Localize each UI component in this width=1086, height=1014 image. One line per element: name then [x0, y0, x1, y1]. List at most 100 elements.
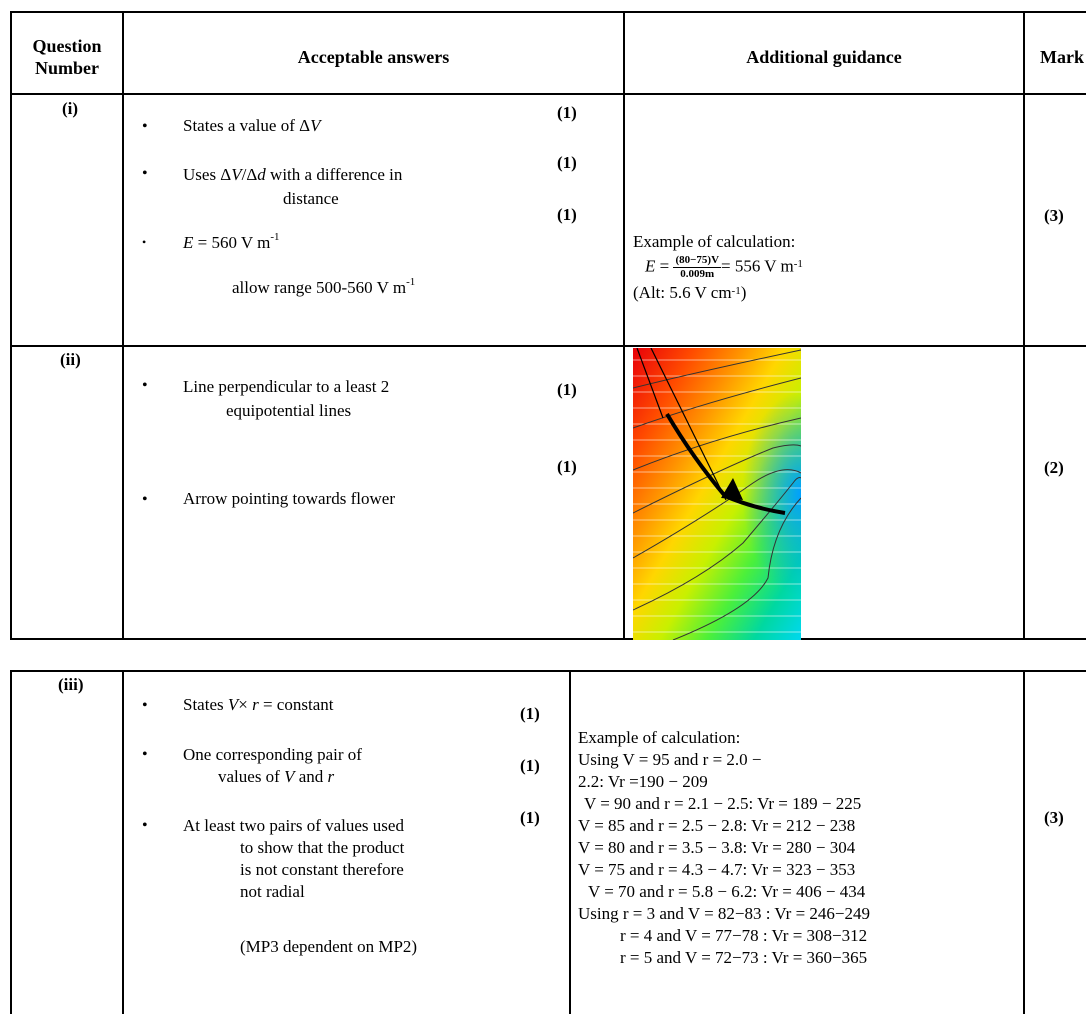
row-iii-guidance-line: Example of calculation: — [578, 728, 741, 747]
row-i-bullet-3: • — [142, 235, 147, 249]
row-ii-bullet-2: • — [142, 491, 148, 508]
row-ii-number: (ii) — [60, 350, 81, 369]
row-iii-bullet-2: • — [142, 746, 148, 763]
row-i-guidance-sup: -1 — [793, 258, 803, 270]
row-iii-guidance-line: Using V = 95 and r = 2.0 − — [578, 750, 762, 769]
row-iii-guidance-line: V = 70 and r = 5.8 − 6.2: Vr = 406 − 434 — [588, 882, 866, 901]
row-ii-mark-2: (1) — [557, 457, 577, 476]
row-iii-answer-2-pre: values of — [218, 767, 285, 786]
row-iii-total-mark: (3) — [1044, 808, 1064, 827]
row-iii-answer-2-mid: and — [294, 767, 328, 786]
table1-col-divider-3 — [1023, 11, 1025, 640]
row-i-answer-2-pre: Uses Δ — [183, 165, 232, 184]
header-question-line2: Number — [35, 58, 99, 78]
row-iii-number: (iii) — [58, 675, 84, 694]
row-iii-answer-1-mid: × — [238, 695, 253, 714]
row-i-answer-2-var2: d — [257, 165, 266, 184]
row-i-allow-range-text: allow range 500-560 V m — [232, 278, 407, 297]
row-i-answer-3: E = 560 V m-1 — [183, 231, 280, 253]
row-iii-guidance: Example of calculation: Using V = 95 and… — [578, 727, 870, 969]
row-i-mark-3: (1) — [557, 205, 577, 224]
row-i-mark-2: (1) — [557, 153, 577, 172]
row-i-answer-1-text: States a value of Δ — [183, 116, 311, 135]
row-i-answer-3-var: E — [183, 233, 194, 252]
row-iii-answer-2-line1: One corresponding pair of — [183, 745, 362, 764]
table1-top-border — [10, 11, 1086, 13]
row-iii-guidance-line: r = 5 and V = 72−73 : Vr = 360−365 — [620, 948, 868, 967]
row-i-guidance-rhs: = 556 V m — [721, 256, 794, 276]
header-additional-guidance: Additional guidance — [746, 47, 902, 67]
row-i-allow-range: allow range 500-560 V m-1 — [232, 276, 416, 298]
row-ii-answer-2: Arrow pointing towards flower — [183, 489, 395, 508]
equipotential-map-image — [633, 348, 801, 640]
row-iii-answer-1-v1: V — [227, 695, 239, 714]
row-iii-guidance-line: V = 75 and r = 4.3 − 4.7: Vr = 323 − 353 — [578, 860, 856, 879]
row-i-total-mark: (3) — [1044, 206, 1064, 225]
row-iii-answer-1-pre: States — [183, 695, 228, 714]
row-i-bullet-2: • — [142, 165, 148, 182]
row-i-allow-range-sup: -1 — [406, 276, 416, 288]
table1-bottom-border — [10, 638, 1086, 640]
row-iii-bullet-1: • — [142, 697, 148, 714]
row-iii-guidance-line: V = 85 and r = 2.5 − 2.8: Vr = 212 − 238 — [578, 816, 856, 835]
row-i-answer-1: States a value of ΔV — [183, 116, 320, 136]
row-ii-answer-1-line1: Line perpendicular to a least 2 — [183, 377, 390, 396]
row-iii-guidance-line: V = 80 and r = 3.5 − 3.8: Vr = 280 − 304 — [578, 838, 856, 857]
row-iii-mark-1: (1) — [520, 704, 540, 723]
row-iii-answer-3-line2: to show that the product — [240, 838, 405, 857]
row-ii-total-mark: (2) — [1044, 458, 1064, 477]
row-iii-answer-2-v2: r — [327, 767, 335, 786]
row-iii-answer-1: States V× r = constant — [183, 695, 333, 715]
header-acceptable-answers: Acceptable answers — [297, 47, 450, 67]
header-question-number: Question Number — [12, 35, 122, 79]
row-i-guidance-alt-post: ) — [740, 283, 747, 302]
table1-left-border — [10, 11, 12, 640]
row-ii-mark-1: (1) — [557, 380, 577, 399]
row-i-answer-3-text: = 560 V m — [193, 233, 271, 252]
row-i-answer-2: Uses ΔV/Δd with a difference in distance — [183, 163, 402, 211]
row-iii-answer-1-post: = constant — [258, 695, 334, 714]
table1-col-divider-2 — [623, 11, 625, 640]
row-i-guidance-alt-sup: -1 — [731, 285, 741, 297]
table2-col-divider-1 — [122, 670, 124, 1014]
row-iii-guidance-line: V = 90 and r = 2.1 − 2.5: Vr = 189 − 225 — [584, 794, 862, 813]
fraction-denominator: 0.009m — [680, 268, 715, 280]
table1-col-divider-1 — [122, 11, 124, 640]
row-i-guidance-alt: (Alt: 5.6 V cm-1) — [633, 281, 803, 305]
header-mark: Mark — [1040, 47, 1084, 67]
row-i-mark-1: (1) — [557, 103, 577, 122]
row-i-answer-2-line2: distance — [283, 189, 339, 208]
table2-col-divider-3 — [1023, 670, 1025, 1014]
row-i-bullet-1: • — [142, 118, 148, 135]
row-iii-answer-3: At least two pairs of values used to sho… — [183, 815, 404, 903]
table1-row-divider — [10, 345, 1086, 347]
row-iii-guidance-line: 2.2: Vr =190 − 209 — [578, 772, 708, 791]
row-iii-guidance-line: Using r = 3 and V = 82−83 : Vr = 246−249 — [578, 904, 871, 923]
row-ii-answer-1: Line perpendicular to a least 2 equipote… — [183, 375, 389, 423]
table1-header-bottom-border — [10, 93, 1086, 95]
row-i-answer-2-post: with a difference in — [265, 165, 403, 184]
row-iii-mark-2: (1) — [520, 756, 540, 775]
row-iii-guidance-line: r = 4 and V = 77−78 : Vr = 308−312 — [620, 926, 868, 945]
row-i-guidance: Example of calculation: E = (80−75)V 0.00… — [633, 230, 803, 305]
row-ii-bullet-1: • — [142, 377, 148, 394]
row-iii-mark-3: (1) — [520, 808, 540, 827]
row-iii-dependency-note: (MP3 dependent on MP2) — [240, 937, 418, 956]
table2-top-border — [10, 670, 1086, 672]
row-iii-answer-2: One corresponding pair of values of V an… — [183, 744, 362, 788]
row-iii-bullet-3: • — [142, 817, 148, 834]
row-i-number: (i) — [62, 99, 79, 118]
row-iii-answer-3-line4: not radial — [240, 882, 305, 901]
row-i-guidance-fraction: (80−75)V 0.009m — [673, 254, 722, 281]
row-i-guidance-equation: E = (80−75)V 0.009m = 556 V m-1 — [633, 254, 803, 281]
row-i-answer-2-mid: /Δ — [241, 165, 258, 184]
table2-left-border — [10, 670, 12, 1014]
row-i-answer-3-sup: -1 — [270, 231, 280, 243]
row-iii-answer-2-v1: V — [284, 767, 295, 786]
row-i-answer-2-var1: V — [231, 165, 242, 184]
row-iii-answer-3-line1: At least two pairs of values used — [183, 816, 404, 835]
row-i-guidance-eq: = — [655, 256, 674, 276]
row-i-answer-1-var: V — [310, 116, 321, 135]
row-ii-answer-1-line2: equipotential lines — [226, 401, 352, 420]
row-iii-answer-1-v2: r — [252, 695, 259, 714]
